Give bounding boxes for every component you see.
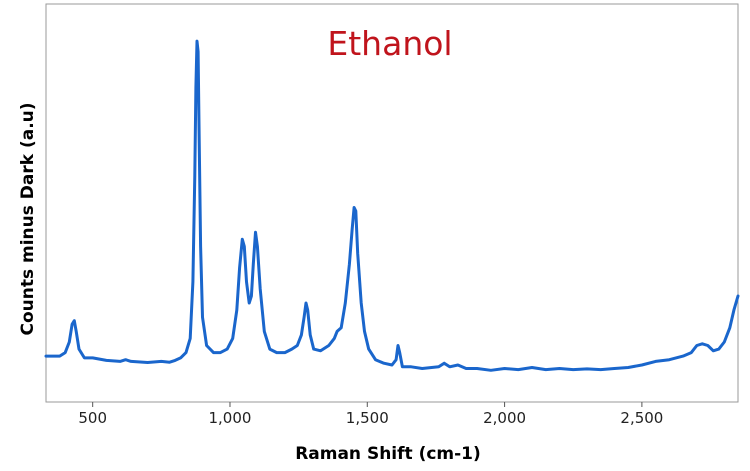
x-tick-label: 2,500 bbox=[620, 409, 663, 427]
series-line bbox=[44, 39, 740, 372]
plot-frame bbox=[45, 3, 739, 403]
chart-title: Ethanol bbox=[327, 24, 452, 63]
x-axis-ticks bbox=[92, 402, 643, 407]
x-tick-label: 1,000 bbox=[209, 409, 252, 427]
y-axis-title: Counts minus Dark (a.u) bbox=[18, 102, 38, 335]
x-axis-tick-labels: 500 1,000 1,500 2,000 2,500 bbox=[78, 409, 663, 427]
x-tick-label: 500 bbox=[78, 409, 107, 427]
x-axis-title: Raman Shift (cm-1) bbox=[295, 444, 481, 464]
x-tick-label: 2,000 bbox=[483, 409, 526, 427]
x-tick-label: 1,500 bbox=[346, 409, 389, 427]
